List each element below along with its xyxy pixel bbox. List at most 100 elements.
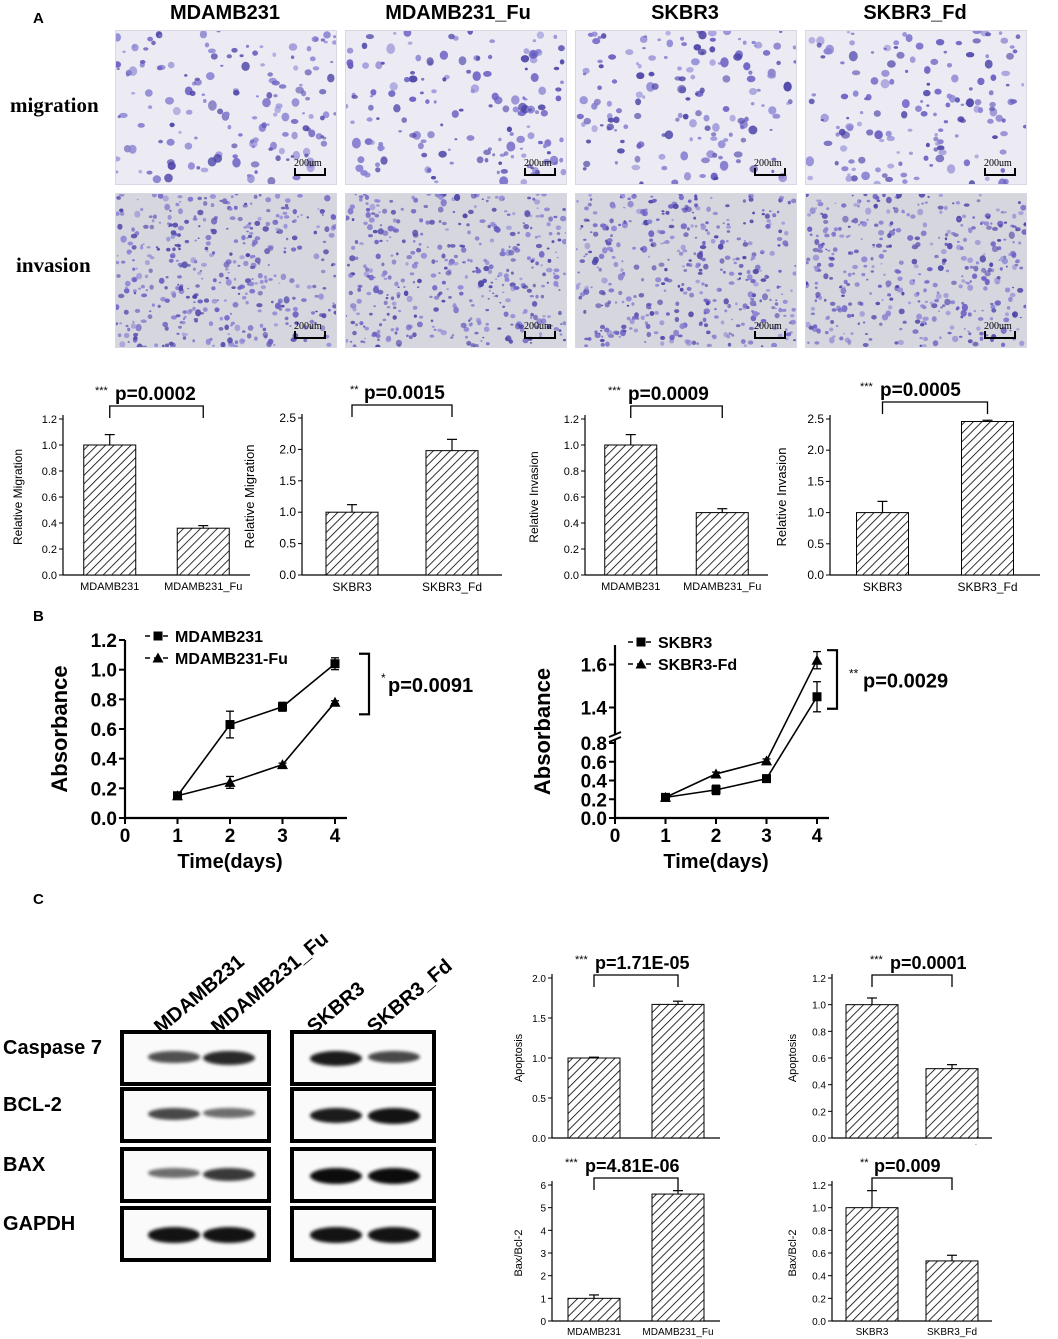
x-axis-label: Time(days): [663, 851, 768, 873]
y-tick-label: 0.4: [91, 750, 118, 771]
chart-a4: 0.0 0.5 1.0 1.5 2.0 2.5 Relative Invasion SKBR3…: [774, 380, 1040, 594]
protein-label-gapdh: GAPDH: [3, 1213, 76, 1235]
significance-stars: ***: [95, 385, 109, 397]
scale-bar-label: 200um: [294, 321, 322, 332]
significance-stars: **: [350, 384, 359, 396]
y-tick-label: 0.2: [42, 544, 57, 556]
lane-label-skbr3-fd: SKBR3_Fd: [363, 954, 457, 1039]
legend-label: MDAMB231-Fu: [175, 651, 288, 668]
p-value-label: p=0.0091: [388, 675, 473, 697]
y-tick-label: 1.2: [42, 414, 57, 426]
y-tick-label: 0.2: [91, 779, 117, 800]
bar: [695, 512, 749, 576]
y-tick-label: 1: [540, 1294, 546, 1305]
marker-triangle: [761, 755, 772, 766]
p-value-label: p=0.0009: [628, 384, 709, 405]
y-tick-label: 0.0: [812, 1317, 826, 1328]
y-tick-label: 4: [540, 1226, 546, 1237]
invasion-image: 200um: [575, 193, 797, 348]
y-tick-label: 1.6: [581, 656, 607, 677]
y-tick-label: 0.6: [812, 1249, 826, 1260]
column-header-mdamb231-fu: MDAMB231_Fu: [385, 2, 531, 24]
chart-a3: 0.0 0.2 0.4 0.6 0.8 1.0 1.2 Relative Invasion MD…: [527, 384, 768, 593]
blot-box: [290, 1206, 436, 1262]
chart-c3: 0 1 2 3 4 5 6 Bax/Bcl-2 MDAMB231 MDAMB231_Fu *** p=…: [513, 1156, 720, 1338]
x-tick-label: 2: [711, 826, 722, 847]
blot-band: [148, 1051, 200, 1063]
y-tick-label: 2.0: [279, 442, 296, 456]
x-tick-label: 2: [225, 826, 236, 847]
y-axis-label: Relative Invasion: [774, 448, 789, 547]
y-tick-label: 0.2: [812, 1294, 826, 1305]
y-tick-label: 0.0: [279, 568, 296, 582]
marker-triangle: [811, 654, 823, 665]
y-tick-label: 0.2: [581, 790, 607, 811]
significance-stars: **: [849, 666, 859, 680]
y-tick-label: 1.5: [279, 474, 296, 488]
marker-triangle: [329, 696, 341, 707]
x-tick-label: 4: [812, 826, 823, 847]
y-tick-label: 0.0: [91, 809, 117, 830]
x-tick-label: MDAMB231_Fu: [642, 1327, 713, 1338]
blot-band: [368, 1051, 420, 1063]
y-tick-label: 0.0: [812, 1134, 826, 1145]
panel-label-b: B: [33, 608, 44, 625]
marker-square: [812, 692, 822, 702]
y-tick-label: 3: [540, 1249, 546, 1260]
chart-a2: 0.0 0.5 1.0 1.5 2.0 2.5 Relative Migration SKBR…: [242, 383, 502, 594]
scale-bar-label: 200um: [524, 158, 552, 169]
y-tick-label: 0.6: [42, 492, 57, 504]
y-tick-label: 0.4: [42, 518, 57, 530]
y-tick-label: 1.5: [532, 1014, 546, 1025]
significance-stars: ***: [870, 954, 884, 966]
x-tick-label: SKBR3: [856, 1327, 889, 1338]
y-tick-label: 0.0: [581, 809, 607, 830]
x-axis-label: Time(days): [177, 851, 282, 873]
p-value-label: p=0.0005: [880, 380, 961, 401]
blot-box: [120, 1030, 271, 1086]
legend-label: MDAMB231: [175, 629, 263, 646]
y-tick-label: 0.4: [812, 1081, 826, 1092]
y-axis-label: Bax/Bcl-2: [513, 1229, 525, 1276]
marker-square: [762, 774, 771, 784]
chart-c1: 0.0 0.5 1.0 1.5 2.0 Apoptosis MDAMB231 MDAMB231…: [513, 953, 720, 1145]
cell-dots: [116, 31, 336, 184]
y-tick-label: 5: [540, 1204, 546, 1215]
y-tick-label: 0.4: [812, 1272, 826, 1283]
significance-bracket: [827, 649, 839, 710]
significance-bracket: [109, 405, 204, 418]
blot-band: [310, 1227, 362, 1243]
chart-b1: 0 1 2 3 4 Time(days) Absorbance MDAMB231 MDAMB23…: [47, 629, 473, 873]
bar: [651, 1193, 705, 1322]
x-tick-label: MDAMB231: [80, 581, 139, 593]
y-tick-label: 0.0: [532, 1134, 546, 1145]
y-axis-label: Bax/Bcl-2: [787, 1229, 799, 1276]
blot-band: [148, 1168, 200, 1178]
legend-label: SKBR3: [658, 635, 712, 652]
column-header-mdamb231: MDAMB231: [169, 2, 281, 24]
x-tick-label: 3: [761, 826, 772, 847]
series-line: [665, 696, 818, 799]
y-tick-label: 0.5: [279, 537, 296, 551]
y-tick-label: 0.2: [812, 1107, 826, 1118]
chart-c4: 0.0 0.2 0.4 0.6 0.8 1.0 1.2 Bax/Bcl-2 SKBR3 SKBR3…: [787, 1156, 992, 1338]
p-value-label: p=0.009: [874, 1156, 941, 1176]
x-tick-label: MDAMB231_Fu: [683, 581, 761, 593]
cell-dots: [576, 194, 796, 347]
blot-band: [148, 1108, 200, 1120]
x-tick-label: 3: [277, 826, 288, 847]
significance-bracket: [593, 1177, 679, 1190]
bar: [425, 450, 479, 576]
y-tick-label: 0.4: [564, 518, 579, 530]
x-tick-label: MDAMB231: [601, 581, 660, 593]
blot-band: [148, 1227, 200, 1243]
x-tick-label: 4: [330, 826, 341, 847]
y-axis-label: Relative Invasion: [527, 451, 541, 542]
cell-dots: [116, 194, 336, 347]
bar: [567, 1297, 621, 1322]
blot-box: [290, 1147, 436, 1203]
blot-band: [368, 1108, 420, 1124]
column-header-skbr3-fd: SKBR3_Fd: [863, 2, 967, 24]
y-tick-label: 1.2: [812, 1181, 826, 1192]
migration-image: 200um: [345, 30, 567, 185]
